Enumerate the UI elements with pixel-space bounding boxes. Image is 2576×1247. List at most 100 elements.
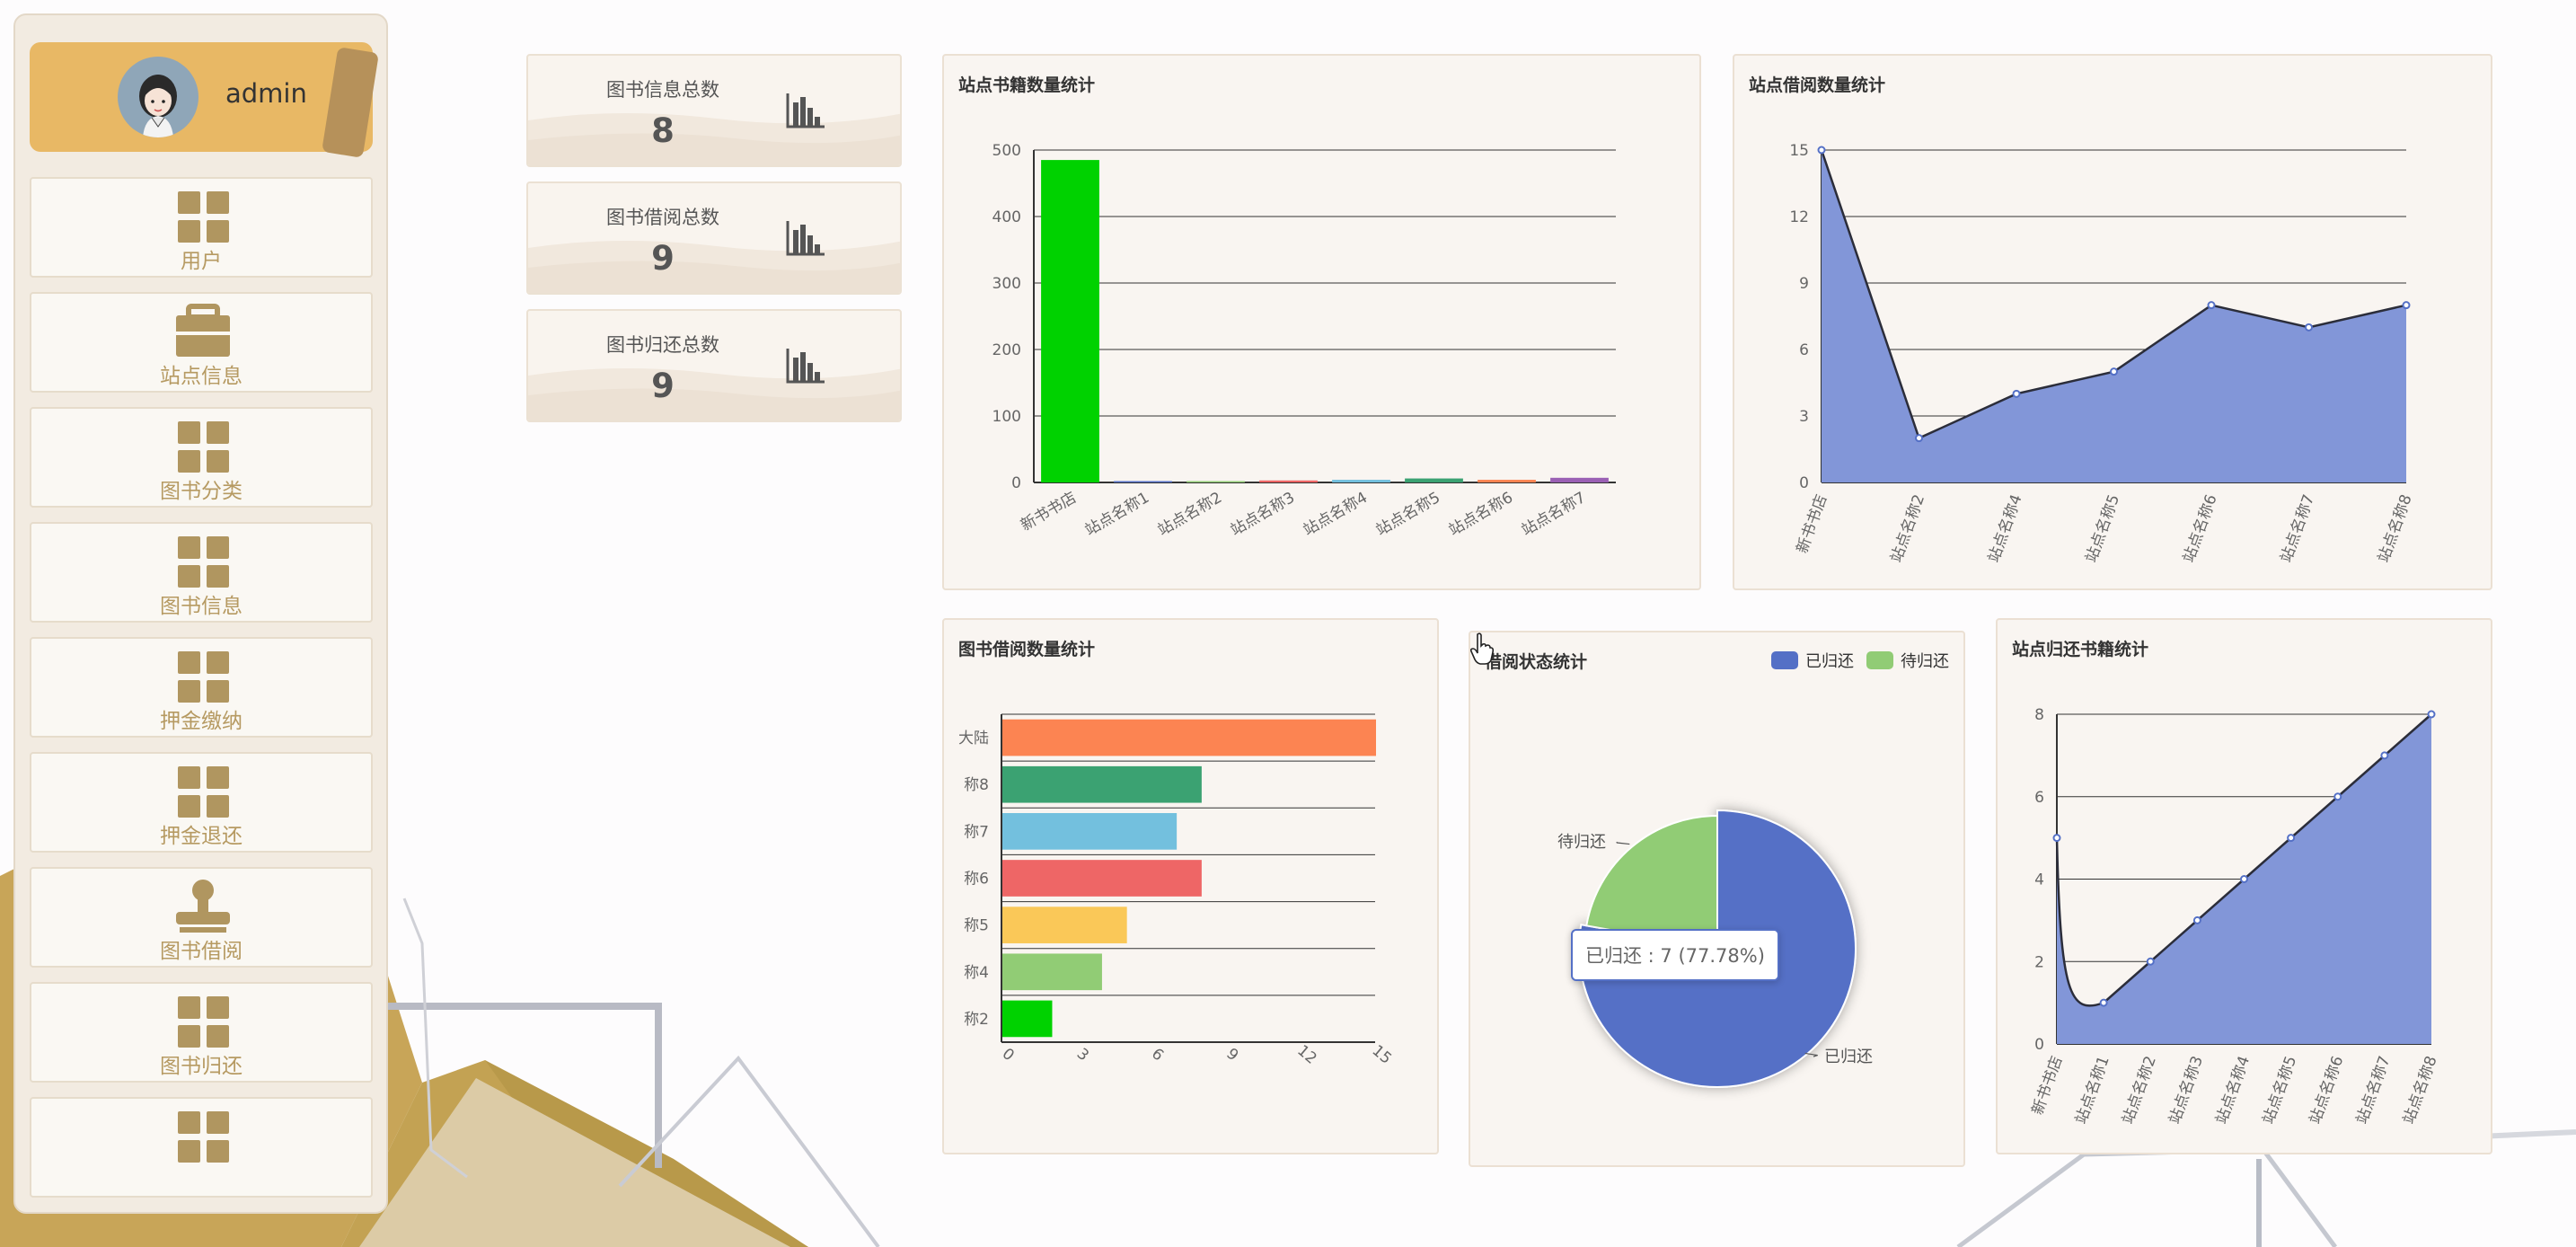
grid-icon	[178, 651, 229, 703]
legend-swatch-returned	[1771, 651, 1798, 669]
y-tick-label: 0	[2034, 1036, 2044, 1054]
grid-icon	[178, 421, 229, 473]
sidebar-item-5[interactable]: 押金缴纳	[30, 637, 373, 738]
sidebar-item-8[interactable]: 图书归还	[30, 982, 373, 1083]
x-tick-label: 站点名称4	[1301, 489, 1371, 540]
x-tick-label: 站点名称2	[2119, 1054, 2160, 1127]
sidebar-item-3[interactable]: 图书分类	[30, 407, 373, 508]
x-tick-label: 6	[1148, 1045, 1167, 1065]
y-tick-label: 500	[992, 142, 1021, 160]
y-tick-label: 3	[1799, 408, 1809, 426]
bar[interactable]	[1405, 478, 1463, 482]
stat-card-2[interactable]: 图书借阅总数 9	[526, 181, 902, 295]
bar[interactable]	[1478, 480, 1536, 482]
data-point[interactable]	[1817, 146, 1826, 155]
bar[interactable]	[1041, 160, 1099, 482]
data-point[interactable]	[2012, 389, 2021, 398]
data-point[interactable]	[2207, 301, 2216, 310]
stat-card-3[interactable]: 图书归还总数 9	[526, 309, 902, 422]
hand-cursor-icon	[1470, 632, 1494, 665]
x-tick-label: 15	[1368, 1042, 1394, 1068]
book-borrow-panel: 图书借阅数量统计 称2 称4 称5 称6 称7 称8 大陆 0 3 6 9 12 15	[942, 618, 1439, 1154]
data-point[interactable]	[2240, 875, 2248, 883]
site-return-panel: 站点归还书籍统计 0 2 4 6 8 新书书店 站点名称1 站点名称2 站点名称3 站点名称4 站点…	[1996, 618, 2492, 1154]
data-point[interactable]	[2402, 301, 2411, 310]
grid-icon	[178, 536, 229, 588]
stat-value: 8	[651, 111, 675, 150]
y-tick-label: 称8	[964, 776, 989, 794]
username: admin	[225, 78, 307, 109]
data-point[interactable]	[2146, 957, 2155, 966]
bar[interactable]	[1002, 765, 1202, 803]
x-tick-label: 站点名称1	[2072, 1054, 2113, 1127]
stat-label: 图书信息总数	[606, 79, 719, 101]
bar[interactable]	[1002, 813, 1178, 850]
y-tick-label: 9	[1799, 275, 1809, 293]
bar[interactable]	[1002, 907, 1127, 943]
y-tick-label: 15	[1789, 142, 1809, 160]
book-borrow-chart: 称2 称4 称5 称6 称7 称8 大陆 0 3 6 9 12 15	[958, 713, 1395, 1068]
bar[interactable]	[1332, 480, 1390, 482]
y-tick-label: 6	[1799, 341, 1809, 359]
data-point[interactable]	[2110, 367, 2118, 376]
sidebar: admin 用户站点信息图书分类图书信息押金缴纳押金退还图书借阅图书归还	[13, 13, 388, 1214]
bar[interactable]	[1002, 1000, 1053, 1038]
x-tick-label: 新书书店	[2029, 1054, 2067, 1118]
sidebar-item-label: 站点信息	[160, 365, 243, 388]
bar[interactable]	[1002, 860, 1202, 897]
y-tick-label: 300	[992, 275, 1021, 293]
bar[interactable]	[1002, 719, 1376, 756]
data-point[interactable]	[2380, 751, 2389, 760]
site-books-panel: 站点书籍数量统计 0 100 200 300 400 500 新书书店 站点名称1 站点名称2 站…	[942, 54, 1701, 590]
legend-item-pending[interactable]: 待归还	[1866, 649, 1949, 672]
sidebar-item-4[interactable]: 图书信息	[30, 522, 373, 623]
sidebar-item-label: 图书归还	[160, 1055, 243, 1078]
data-point[interactable]	[2287, 834, 2296, 843]
user-card[interactable]: admin	[30, 42, 379, 158]
x-tick-label: 站点名称5	[1373, 489, 1443, 540]
data-point[interactable]	[2333, 792, 2342, 801]
data-point[interactable]	[1915, 434, 1923, 443]
data-point[interactable]	[2305, 323, 2313, 332]
bar[interactable]	[1259, 480, 1318, 482]
stat-card-1[interactable]: 图书信息总数 8	[526, 54, 902, 167]
y-tick-label: 200	[992, 341, 1021, 359]
data-point[interactable]	[2192, 915, 2201, 924]
grid-icon	[178, 996, 229, 1048]
borrow-status-chart: 已归还 待归还	[1557, 809, 1873, 1088]
x-tick-label: 3	[1073, 1045, 1092, 1065]
sidebar-item-2[interactable]: 站点信息	[30, 292, 373, 393]
data-point[interactable]	[2052, 834, 2061, 843]
x-tick-label: 站点名称8	[2400, 1054, 2441, 1127]
stat-label: 图书归还总数	[606, 334, 719, 356]
bar[interactable]	[1002, 953, 1102, 991]
sidebar-item-label: 押金缴纳	[160, 710, 243, 733]
sidebar-item-7[interactable]: 图书借阅	[30, 867, 373, 968]
book-borrow-title: 图书借阅数量统计	[958, 640, 1096, 659]
legend-item-returned[interactable]: 已归还	[1771, 649, 1854, 672]
bar[interactable]	[1187, 481, 1245, 483]
pie-slice[interactable]	[1585, 814, 1718, 951]
bar[interactable]	[1114, 481, 1172, 483]
label-leader-line	[1616, 841, 1630, 845]
data-point[interactable]	[2427, 710, 2436, 719]
y-tick-label: 称4	[964, 964, 989, 982]
x-tick-label: 站点名称7	[2353, 1054, 2395, 1127]
series-line	[2055, 713, 2432, 1007]
borrow-status-panel: 借阅状态统计 已归还 待归还 已归还 待归还 已归还 : 7 (77.78%)	[1469, 631, 1965, 1167]
pie-label: 待归还	[1557, 833, 1606, 852]
x-tick-label: 站点名称2	[1155, 489, 1225, 540]
y-tick-label: 称6	[964, 871, 989, 889]
sidebar-item-9[interactable]	[30, 1097, 373, 1198]
user-card-tab	[322, 47, 379, 158]
sidebar-item-6[interactable]: 押金退还	[30, 752, 373, 853]
x-tick-label: 站点名称8	[2375, 492, 2416, 565]
legend-label-pending: 待归还	[1901, 652, 1949, 671]
sidebar-item-1[interactable]: 用户	[30, 177, 373, 278]
x-tick-label: 站点名称5	[2260, 1054, 2301, 1127]
y-tick-label: 2	[2034, 953, 2044, 971]
site-borrow-chart: 0 3 6 9 12 15 新书书店 站点名称2 站点名称4 站点名称5 站点名称6 站点名称7 站点名…	[1789, 142, 2416, 565]
bar[interactable]	[1550, 477, 1609, 482]
data-point[interactable]	[2099, 998, 2108, 1007]
